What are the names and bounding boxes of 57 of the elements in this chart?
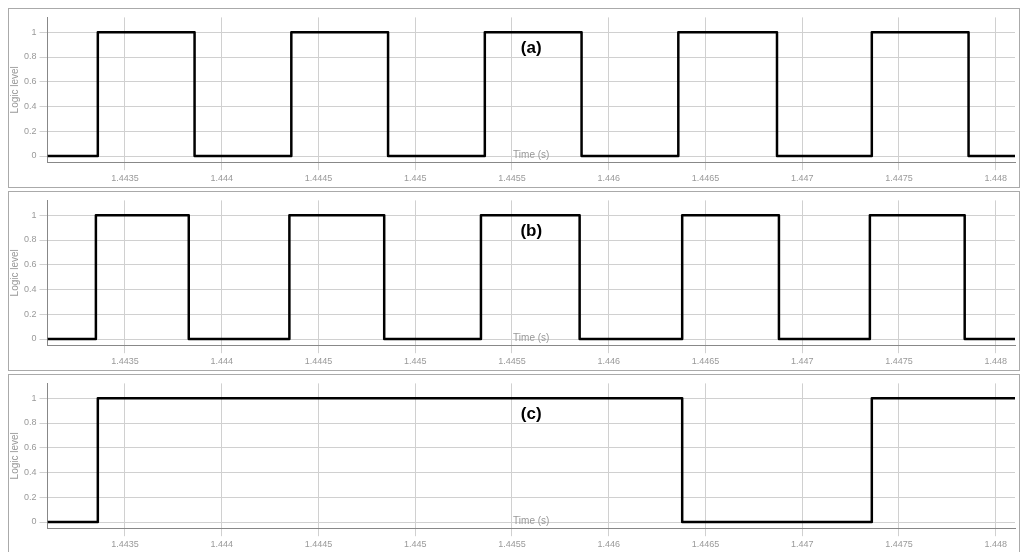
x-tick-label: 1.4435: [111, 539, 139, 550]
y-tick-label: 0.4: [24, 283, 37, 294]
y-tick-label: 0: [31, 333, 37, 344]
y-tick-label: 0: [31, 150, 37, 161]
x-tick-label: 1.4455: [498, 356, 526, 367]
x-tick-label: 1.448: [984, 539, 1007, 550]
text: (c): [520, 403, 542, 423]
y-tick-label: 1: [31, 26, 37, 37]
x-tick-label: 1.444: [210, 173, 233, 184]
x-tick-label: 1.4465: [691, 173, 720, 184]
x-tick-label: 1.448: [984, 356, 1007, 367]
x-tick-label: 1.4435: [111, 356, 139, 367]
x-tick-label: 1.4445: [304, 173, 333, 184]
x-tick-label: 1.445: [403, 539, 427, 550]
x-tick-label: 1.4475: [885, 356, 913, 367]
y-tick-label: 0.4: [24, 100, 37, 111]
text: (a): [520, 37, 542, 57]
y-tick-label: 0.6: [24, 259, 37, 270]
y-tick-label: 1: [31, 392, 37, 403]
text: (b): [520, 220, 543, 240]
x-tick-label: 1.4455: [498, 173, 526, 184]
x-tick-label: 1.4455: [498, 539, 526, 550]
x-tick-label: 1.444: [210, 539, 233, 550]
y-axis-title: Logic level: [8, 249, 20, 297]
x-tick-label: 1.4445: [304, 356, 333, 367]
x-tick-label: 1.445: [403, 173, 427, 184]
x-tick-label: 1.4475: [885, 173, 913, 184]
x-axis-title: Time (s): [513, 514, 550, 526]
x-tick-label: 1.4475: [885, 539, 913, 550]
x-tick-label: 1.447: [790, 356, 814, 367]
y-axis-title: Logic level: [8, 66, 20, 114]
y-tick-label: 0.4: [24, 466, 37, 477]
y-tick-label: 1: [31, 209, 37, 220]
x-tick-label: 1.447: [790, 173, 814, 184]
x-tick-label: 1.446: [597, 539, 620, 550]
x-axis-title: Time (s): [513, 331, 550, 343]
y-tick-label: 0.2: [24, 491, 37, 502]
x-tick-label: 1.4465: [691, 539, 720, 550]
x-tick-label: 1.446: [597, 356, 620, 367]
y-axis-title: Logic level: [8, 432, 20, 480]
y-tick-label: 0: [31, 516, 37, 527]
y-tick-label: 0.8: [24, 417, 37, 428]
x-axis-title: Time (s): [513, 148, 550, 160]
x-tick-label: 1.444: [210, 356, 233, 367]
y-tick-label: 0.2: [24, 125, 37, 136]
x-tick-label: 1.446: [597, 173, 620, 184]
x-tick-label: 1.445: [403, 356, 427, 367]
x-tick-label: 1.447: [790, 539, 814, 550]
x-tick-label: 1.448: [984, 173, 1007, 184]
y-tick-label: 0.6: [24, 442, 37, 453]
x-tick-label: 1.4435: [111, 173, 139, 184]
y-tick-label: 0.6: [24, 76, 37, 87]
y-tick-label: 0.8: [24, 51, 37, 62]
x-tick-label: 1.4445: [304, 539, 333, 550]
y-tick-label: 0.2: [24, 308, 37, 319]
y-tick-label: 0.8: [24, 234, 37, 245]
x-tick-label: 1.4465: [691, 356, 720, 367]
